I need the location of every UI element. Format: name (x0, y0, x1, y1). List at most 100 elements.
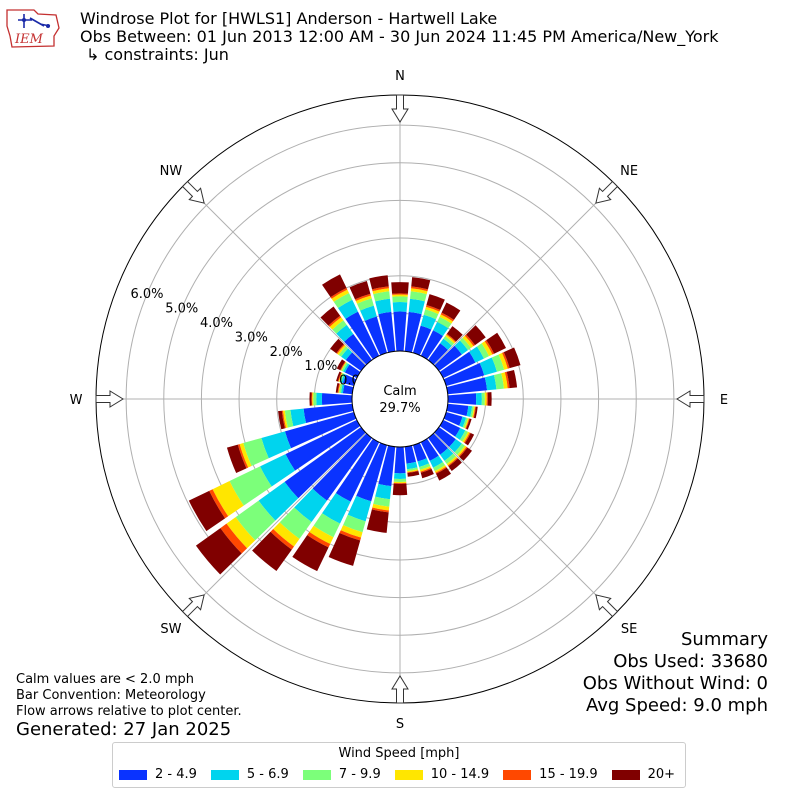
windrose-bar-segment (284, 411, 357, 449)
windrose-bar-segment (338, 372, 343, 382)
calm-definition-note: Calm values are < 2.0 mph (16, 672, 195, 687)
windrose-bar-segment (375, 298, 392, 315)
windrose-bar-segment (446, 377, 488, 395)
windrose-bar-segment (336, 324, 354, 342)
windrose-bar-segment (473, 406, 476, 418)
windrose-bar-segment (484, 340, 495, 355)
windrose-bar-segment (407, 469, 419, 473)
iem-logo: IEM (6, 9, 60, 48)
windrose-bar-segment (441, 302, 461, 320)
windrose-bar-segment (344, 364, 361, 379)
chart-subtitle: Obs Between: 01 Jun 2013 12:00 AM - 30 J… (80, 27, 719, 46)
windrose-bar-segment (357, 298, 374, 311)
windrose-bar-segment (316, 392, 323, 406)
legend-label: 2 - 4.9 (155, 767, 197, 782)
windrose-bar-segment (341, 362, 348, 372)
windrose-bar-segment (229, 466, 272, 506)
windrose-bar-segment (307, 531, 331, 548)
windrose-bar-segment (220, 523, 248, 554)
direction-label: NE (620, 164, 638, 179)
windrose-bar-segment (378, 311, 396, 353)
flow-arrow-icon (595, 180, 619, 204)
constraints-line: ↳ constraints: Jun (86, 45, 229, 64)
windrose-bar-segment (392, 293, 408, 295)
legend-label: 20+ (647, 767, 676, 782)
legend-label: 15 - 19.9 (539, 767, 598, 782)
generated-date: Generated: 27 Jan 2025 (16, 719, 232, 740)
windrose-bar-segment (342, 374, 357, 387)
windrose-bar-segment (440, 312, 454, 322)
windrose-bar-segment (338, 346, 349, 357)
legend-swatch (210, 769, 239, 780)
windrose-bar-segment (294, 488, 327, 523)
flow-arrow-shape (181, 180, 205, 204)
radial-tick-label: 1.0% (304, 359, 337, 374)
windrose-bar-segment (435, 466, 447, 474)
windrose-bar-segment (313, 392, 317, 406)
legend-items: 2 - 4.9 5 - 6.9 7 - 9.9 10 - 14.9 15 - 1… (119, 767, 689, 782)
ring-gridline (238, 237, 562, 561)
windrose-bar-segment (340, 384, 345, 394)
windrose-bar-segment (364, 316, 388, 356)
windrose-bar-segment (330, 287, 348, 299)
windrose-bar-segment (345, 352, 366, 371)
flow-arrow-shape (181, 594, 205, 618)
windrose-bar-segment (312, 433, 372, 501)
windrose-bar-segment (446, 456, 458, 466)
windrose-bar-segment (406, 461, 418, 470)
legend-item: 2 - 4.9 (119, 767, 197, 782)
windrose-bar-segment (420, 467, 432, 473)
windrose-bar-segment (447, 457, 458, 467)
windrose-bar-segment (340, 525, 363, 538)
flow-arrow-shape (95, 390, 124, 408)
windrose-bar-segment (448, 458, 462, 471)
windrose-bar-segment (226, 517, 256, 549)
legend-item: 20+ (611, 767, 676, 782)
windrose-bar-segment (443, 411, 463, 426)
windrose-bar-segment (459, 447, 472, 461)
windrose-bar-segment (336, 344, 345, 354)
windrose-bar-segment (503, 347, 521, 369)
windrose-bar-segment (284, 427, 366, 499)
windrose-bar-segment (440, 448, 454, 461)
windrose-bar-segment (410, 288, 428, 295)
windrose-bar-segment (459, 337, 472, 351)
summary-obs-without-wind: Obs Without Wind: 0 (582, 673, 768, 694)
radial-gridline (433, 183, 616, 366)
windrose-bar-segment (454, 443, 465, 455)
windrose-bar-segment (420, 468, 434, 479)
windrose-bar-segment (342, 384, 354, 395)
windrose-bar-segment (391, 282, 409, 294)
windrose-bar-segment (425, 306, 440, 315)
windrose-bar-segment (369, 275, 389, 290)
windrose-bar-segment (209, 489, 229, 519)
windrose-bar-segment (260, 454, 296, 487)
summary-obs-used: Obs Used: 33680 (613, 651, 768, 672)
legend-label: 7 - 9.9 (338, 767, 381, 782)
flow-arrow-shape (676, 390, 705, 408)
windrose-bar-segment (498, 352, 508, 370)
windrose-bar-segment (354, 293, 371, 302)
windrose-bar-segment (476, 392, 482, 406)
windrose-bar-segment (313, 513, 341, 538)
windrose-bar-segment (392, 294, 408, 297)
windrose-bar-segment (338, 383, 341, 393)
windrose-bar-segment (239, 443, 252, 468)
windrose-bar-segment (311, 392, 313, 406)
windrose-bar-segment (339, 373, 345, 383)
windrose-bar-segment (344, 334, 372, 365)
windrose-bar-segment (439, 419, 461, 437)
windrose-bar-segment (445, 334, 456, 344)
windrose-bar-segment (462, 335, 474, 348)
windrose-bar-segment (303, 403, 354, 423)
flow-arrows (95, 94, 705, 704)
windrose-bar-segment (501, 372, 508, 389)
direction-label: W (70, 393, 83, 408)
windrose-bar-segment (464, 334, 476, 347)
windrose-bar-segment (464, 433, 475, 446)
radial-tick-label: 5.0% (165, 302, 198, 317)
windrose-bar-segment (420, 330, 443, 360)
windrose-bar-segment (309, 525, 334, 545)
windrose-bar-segment (378, 445, 396, 487)
windrose-bar-segment (458, 446, 468, 457)
